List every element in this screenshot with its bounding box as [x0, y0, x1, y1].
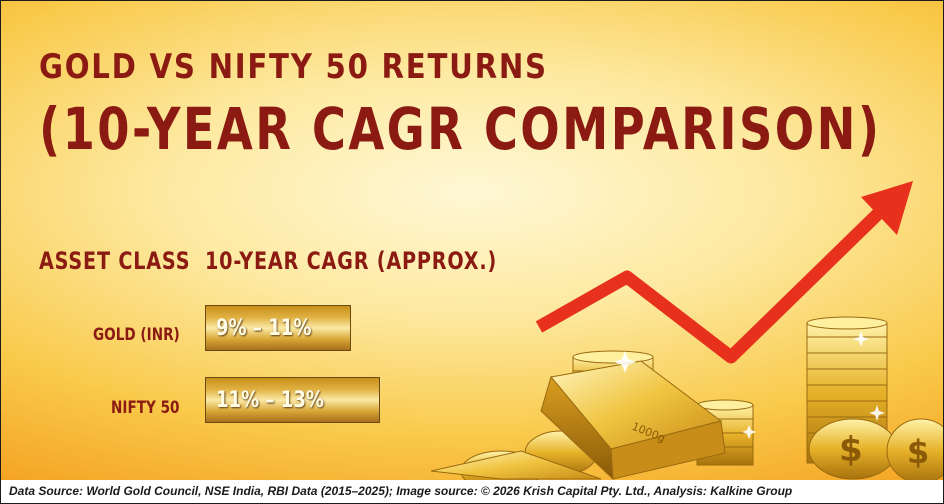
cagr-bar-gold: 9% – 11% [205, 305, 351, 351]
row-label-nifty: NIFTY 50 [111, 398, 180, 418]
header-cagr: 10-YEAR CAGR (APPROX.) [205, 247, 498, 275]
data-source-note: Data Source: World Gold Council, NSE Ind… [9, 484, 793, 498]
row-label-gold: GOLD (INR) [93, 325, 180, 345]
cagr-bar-nifty: 11% – 13% [205, 377, 380, 423]
svg-text:$: $ [839, 430, 863, 470]
chart-title: GOLD VS NIFTY 50 RETURNS [39, 47, 548, 87]
footer-strip: Data Source: World Gold Council, NSE Ind… [1, 480, 943, 503]
cagr-value-gold: 9% – 11% [216, 316, 312, 341]
sparkle-decor [614, 331, 885, 439]
svg-text:$: $ [907, 433, 929, 471]
header-asset-class: ASSET CLASS [39, 247, 191, 275]
cagr-value-nifty: 11% – 13% [216, 388, 324, 413]
gold-bar-icon: 1000g [430, 360, 726, 481]
trend-arrow-icon [535, 181, 913, 364]
chart-subtitle: (10-YEAR CAGR COMPARISON) [39, 95, 882, 163]
